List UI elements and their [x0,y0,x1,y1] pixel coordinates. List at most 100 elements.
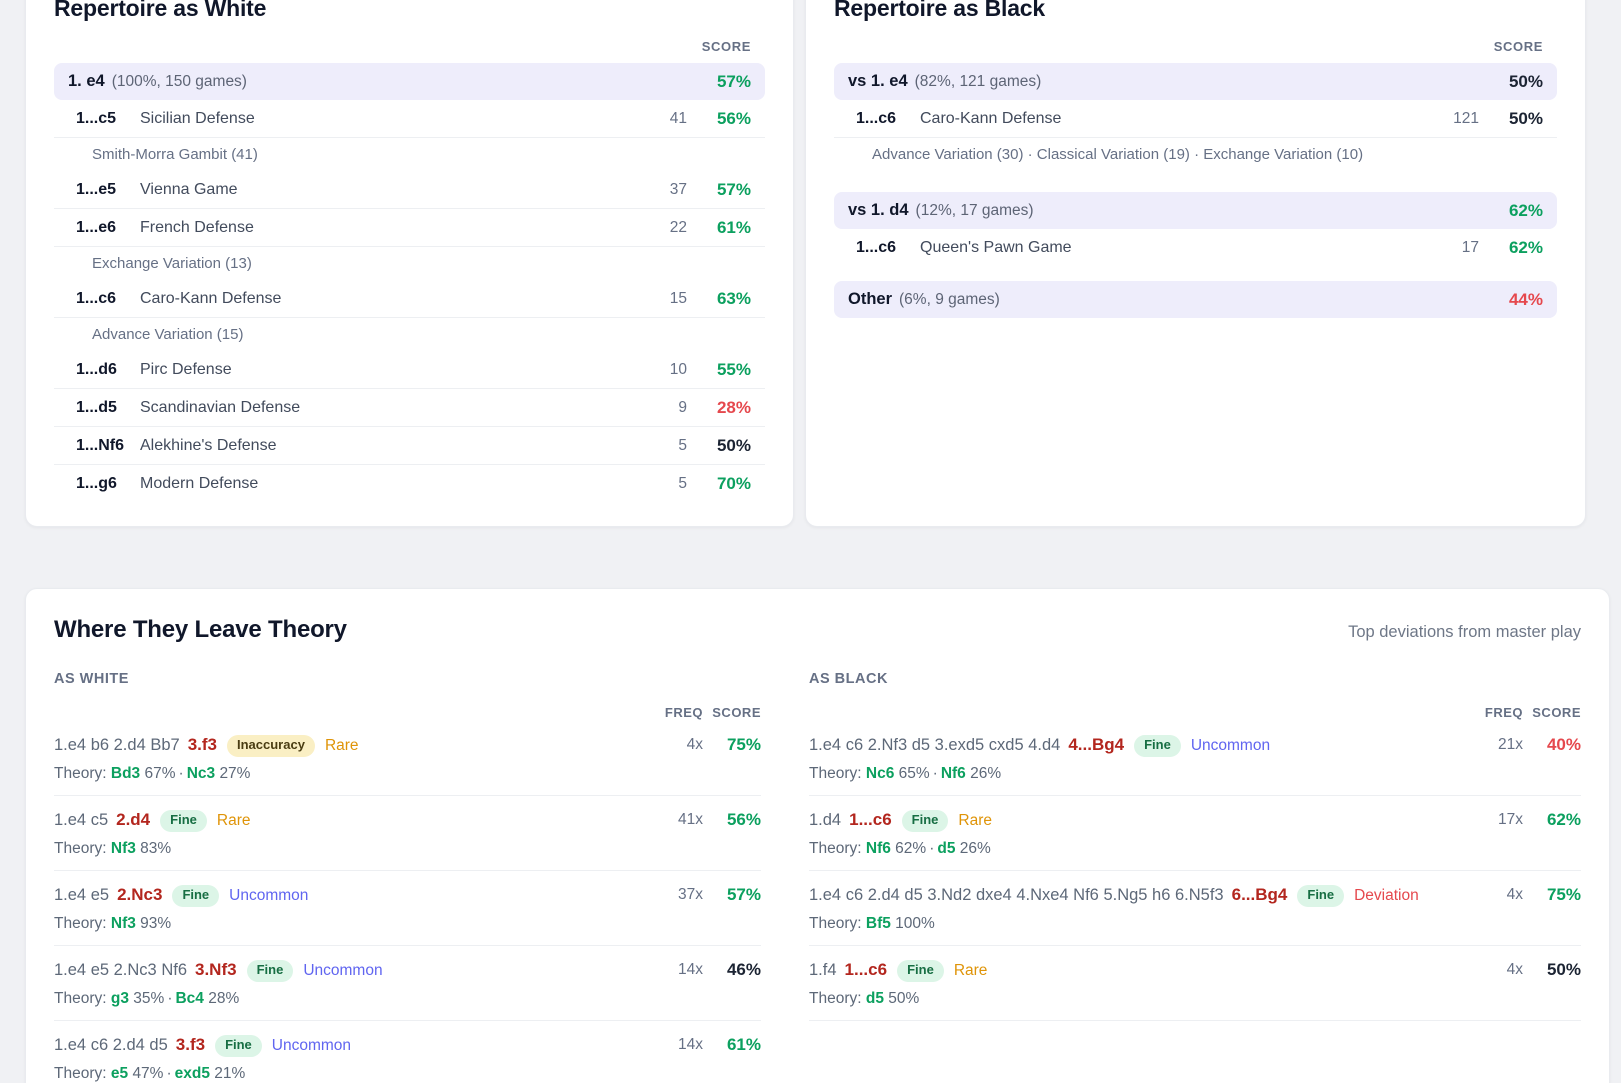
rarity-label: Uncommon [303,962,383,979]
quality-badge: Fine [215,1034,262,1057]
opening-name: French Defense [140,218,254,236]
deviation-row[interactable]: 1.e4 c6 2.d4 d5 3.Nd2 dxe4 4.Nxe4 Nf6 5.… [809,871,1581,946]
opening-row-alekhine[interactable]: 1...Nf6 Alekhine's Defense 5 50% [54,427,765,465]
deviation-move: 1...c6 [844,960,888,979]
opening-name: Sicilian Defense [140,109,255,127]
summary-row-vs-1d4[interactable]: vs 1. d4 (12%, 17 games) 62% [834,192,1557,229]
opening-row-modern[interactable]: 1...g6 Modern Defense 5 70% [54,465,765,503]
summary-move: 1. e4 [68,72,105,90]
theory-pct: 21% [214,1065,246,1082]
theory-line: Theory: g3 35% · Bc4 28% [54,988,761,1010]
score-value: 50% [1508,71,1543,91]
opening-row-caro-kann[interactable]: 1...c6 Caro-Kann Defense 15 63% [54,280,765,318]
score-value: 61% [726,1035,761,1054]
move-label: 1...g6 [76,475,117,492]
theory-line: Theory: Nf6 62% · d5 26% [809,838,1581,860]
moves-prefix: 1.e4 e5 [54,886,110,904]
score-value: 57% [726,885,761,904]
theory-move: Nc6 [865,765,895,782]
moves-prefix: 1.e4 c6 2.Nf3 d5 3.exd5 cxd5 4.d4 [809,736,1061,754]
score-value: 46% [726,960,761,979]
card-title: Repertoire as White [54,0,267,21]
separator: · [167,990,173,1007]
theory-pct: 100% [895,915,935,932]
theory-move: Bd3 [110,765,141,782]
move-label: 1...c6 [856,239,897,256]
opening-row-pirc[interactable]: 1...d6 Pirc Defense 10 55% [54,351,765,389]
freq-value: 37x [678,886,703,903]
rarity-label: Uncommon [229,887,309,904]
theory-pct: 28% [208,990,240,1007]
theory-pct: 26% [970,765,1002,782]
score-value: 56% [726,810,761,829]
freq-value: 4x [1506,961,1523,978]
score-value: 62% [1508,200,1543,220]
score-value: 28% [716,397,751,417]
summary-move: vs 1. d4 [848,201,909,219]
theory-move: e5 [110,1065,129,1082]
games-count: 37 [669,180,687,198]
theory-line: Theory: Bf5 100% [809,913,1581,935]
theory-move: Bf5 [865,915,891,932]
move-label: 1...Nf6 [76,436,125,454]
summary-detail: (12%, 17 games) [915,201,1034,219]
theory-move: Nc3 [186,765,216,782]
rarity-label: Uncommon [271,1037,352,1054]
summary-move: vs 1. e4 [848,72,908,90]
score-value: 50% [1508,108,1543,128]
score-column-header: SCORE [712,704,761,720]
theory-move: Nf6 [865,840,891,857]
theory-move: g3 [110,990,129,1007]
freq-value: 21x [1498,736,1523,753]
opening-row-french[interactable]: 1...e6 French Defense 22 61% [54,209,765,247]
deviation-row[interactable]: 1.e4 b6 2.d4 Bb7 3.f3 Inaccuracy Rare 4x 75… [54,721,761,796]
score-value: 57% [716,179,751,199]
as-black-column: AS BLACK FREQ SCORE 1.e4 c6 2.Nf3 d5 3.e… [809,671,1581,1083]
theory-line: Theory: Nf3 83% [54,838,761,860]
freq-value: 4x [686,736,703,753]
card-title: Where They Leave Theory [54,616,347,643]
theory-move: Bc4 [175,990,204,1007]
variation-row: Advance Variation (30) · Classical Varia… [834,138,1557,171]
freq-column-header: FREQ [1484,704,1523,720]
deviation-row[interactable]: 1.f4 1...c6 Fine Rare 4x 50% Theory: d5 50% [809,946,1581,1021]
theory-line: Theory: e5 47% · exd5 21% [54,1063,761,1083]
score-value: 55% [716,359,751,379]
deviation-row[interactable]: 1.e4 e5 2.Nc3 Fine Uncommon 37x 57% Theory:… [54,871,761,946]
opening-row-scandinavian[interactable]: 1...d5 Scandinavian Defense 9 28% [54,389,765,427]
opening-row-sicilian[interactable]: 1...c5 Sicilian Defense 41 56% [54,100,765,138]
score-column-header: SCORE [1493,39,1543,54]
games-count: 5 [678,436,687,454]
deviation-row[interactable]: 1.e4 c6 2.d4 d5 3.f3 Fine Uncommon 14x 61% … [54,1021,761,1083]
opening-row-caro-kann[interactable]: 1...c6 Caro-Kann Defense 121 50% [834,100,1557,138]
games-count: 41 [669,109,687,127]
move-label: 1...d5 [76,398,117,416]
deviation-row[interactable]: 1.e4 c5 2.d4 Fine Rare 41x 56% Theory: Nf3 … [54,796,761,871]
opening-name: Modern Defense [140,475,259,492]
score-value: 50% [1546,960,1581,979]
opening-name: Vienna Game [140,180,238,198]
summary-detail: (82%, 121 games) [914,72,1042,90]
deviation-row[interactable]: 1.d4 1...c6 Fine Rare 17x 62% Theory: Nf6 6… [809,796,1581,871]
games-count: 10 [669,360,687,378]
theory-pct: 67% [144,765,176,782]
score-value: 75% [1546,885,1581,904]
column-label: AS WHITE [54,671,129,687]
summary-row-vs-1e4[interactable]: vs 1. e4 (82%, 121 games) 50% [834,63,1557,100]
move-label: 1...c6 [856,109,897,127]
theory-pct: 35% [133,990,165,1007]
moves-prefix: 1.e4 b6 2.d4 Bb7 [54,736,180,754]
deviation-row[interactable]: 1.e4 c6 2.Nf3 d5 3.exd5 cxd5 4.d4 4...Bg4… [809,721,1581,796]
summary-move: Other [848,290,893,308]
opening-row-queens-pawn[interactable]: 1...c6 Queen's Pawn Game 17 62% [834,229,1557,267]
summary-row-other[interactable]: Other (6%, 9 games) 44% [834,281,1557,318]
quality-badge: Inaccuracy [227,734,315,757]
quality-badge: Fine [172,884,220,907]
quality-badge: Fine [160,809,207,832]
move-label: 1...c6 [76,289,117,307]
opening-row-vienna[interactable]: 1...e5 Vienna Game 37 57% [54,171,765,209]
column-headers: FREQ SCORE [54,703,761,721]
score-value: 44% [1508,289,1543,309]
summary-row-1e4[interactable]: 1. e4 (100%, 150 games) 57% [54,63,765,100]
deviation-row[interactable]: 1.e4 e5 2.Nc3 Nf6 3.Nf3 Fine Uncommon 14x 4… [54,946,761,1021]
